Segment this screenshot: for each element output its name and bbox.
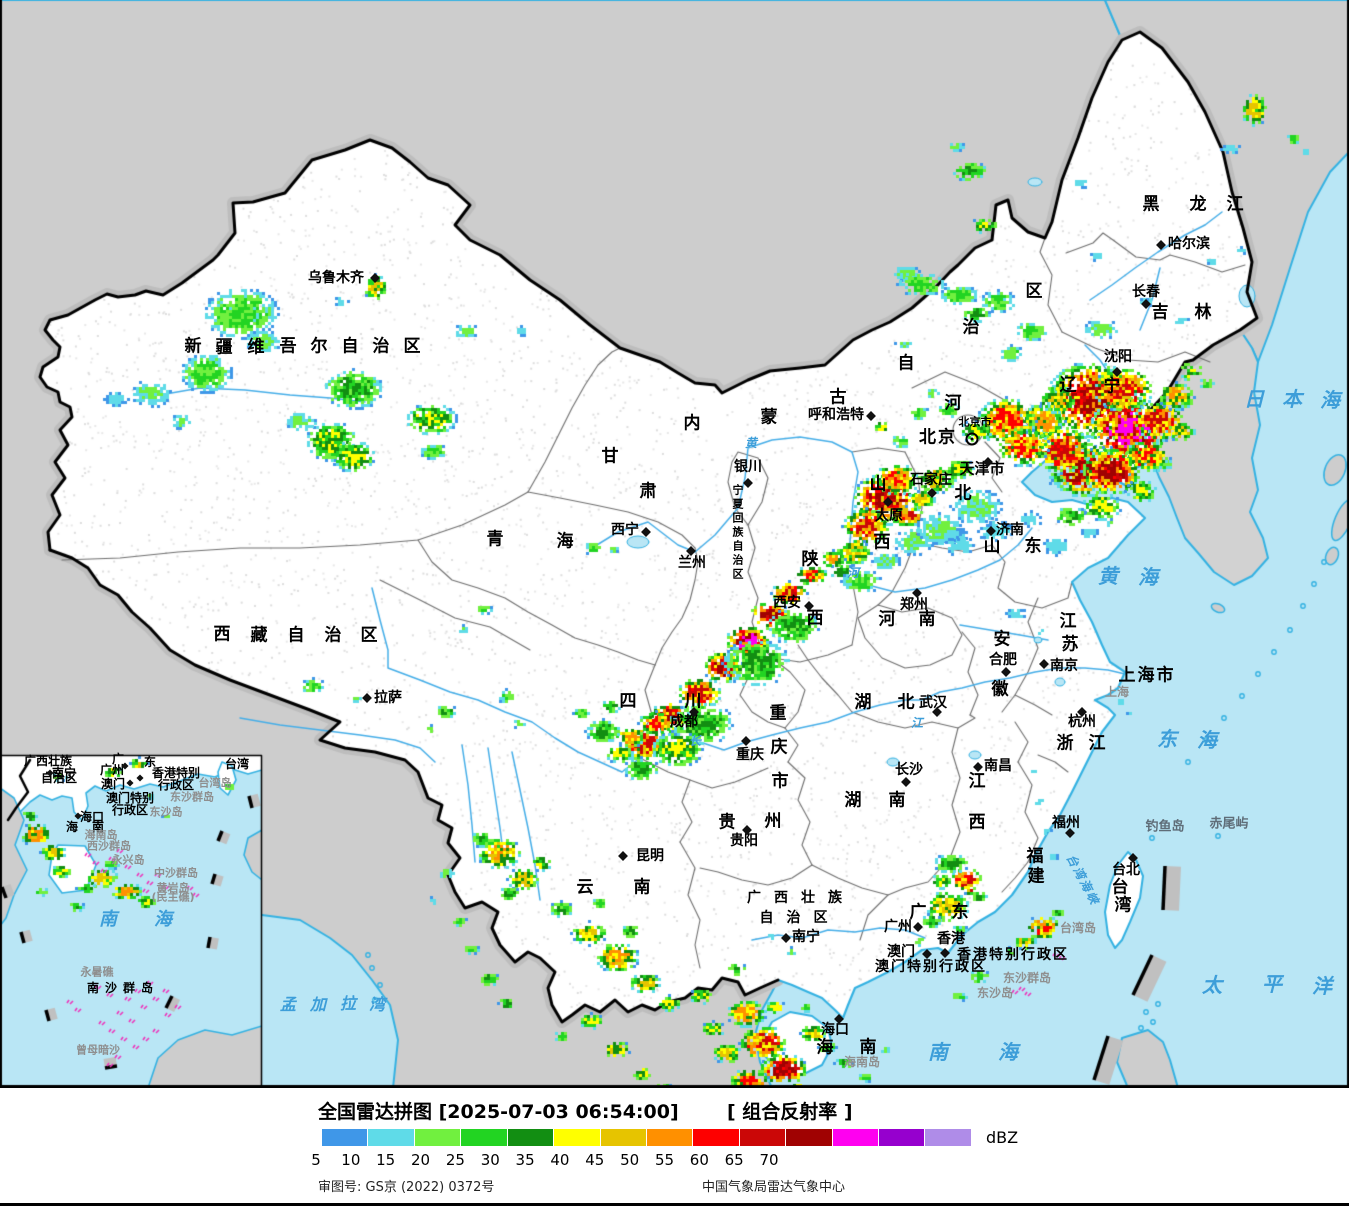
colorbar-segment-35 — [600, 1129, 647, 1146]
colorbar-ticks: 5 10 15 20 25 30 35 40 45 50 55 60 65 70 — [0, 1151, 1349, 1169]
colorbar — [322, 1129, 972, 1146]
tick-label: 10 — [341, 1151, 361, 1169]
colorbar-segment-5 — [322, 1129, 369, 1146]
colorbar-segment-70 — [925, 1129, 972, 1146]
tick-label: 35 — [515, 1151, 535, 1169]
product-type-label: [ 组合反射率 ] — [727, 1101, 853, 1123]
bottom-border — [0, 1203, 1349, 1206]
colorbar-segment-65 — [879, 1129, 926, 1146]
tick-label: 30 — [480, 1151, 500, 1169]
colorbar-segment-40 — [646, 1129, 694, 1146]
tick-label: 55 — [654, 1151, 675, 1169]
colorbar-segment-55 — [786, 1129, 833, 1146]
legend-panel: 全国雷达拼图 [2025-07-03 06:54:00] [ 组合反射率 ] d… — [0, 1088, 1349, 1203]
colorbar-segment-45 — [693, 1129, 740, 1146]
tick-label: 50 — [620, 1151, 640, 1169]
colorbar-segment-60 — [832, 1129, 880, 1146]
map-canvas — [0, 0, 1349, 1088]
legend-title: 全国雷达拼图 [2025-07-03 06:54:00] — [318, 1101, 679, 1123]
colorbar-segment-25 — [507, 1129, 555, 1146]
colorbar-segment-15 — [414, 1129, 462, 1146]
tick-label: 20 — [411, 1151, 431, 1169]
tick-label: 60 — [689, 1151, 709, 1169]
map-approval-number: 审图号: GS京 (2022) 0372号 — [318, 1180, 495, 1195]
tick-label: 25 — [445, 1151, 465, 1169]
tick-label: 5 — [311, 1151, 321, 1169]
colorbar-segment-30 — [554, 1129, 601, 1146]
china-radar-map: 新疆维吾尔自治区西藏自治区青海甘肃内蒙古自治区黑龙江吉林辽宁河北山西陕西山东河南… — [0, 0, 1349, 1088]
tick-label: 40 — [550, 1151, 570, 1169]
issuing-center: 中国气象局雷达气象中心 — [702, 1180, 846, 1195]
tick-label: 65 — [724, 1151, 744, 1169]
tick-label: 70 — [759, 1151, 779, 1169]
tick-label: 15 — [376, 1151, 396, 1169]
colorbar-segment-10 — [368, 1129, 415, 1146]
colorbar-segment-20 — [461, 1129, 508, 1146]
dbz-unit-label: dBZ — [986, 1128, 1019, 1147]
colorbar-segment-50 — [739, 1129, 787, 1146]
tick-label: 45 — [585, 1151, 605, 1169]
